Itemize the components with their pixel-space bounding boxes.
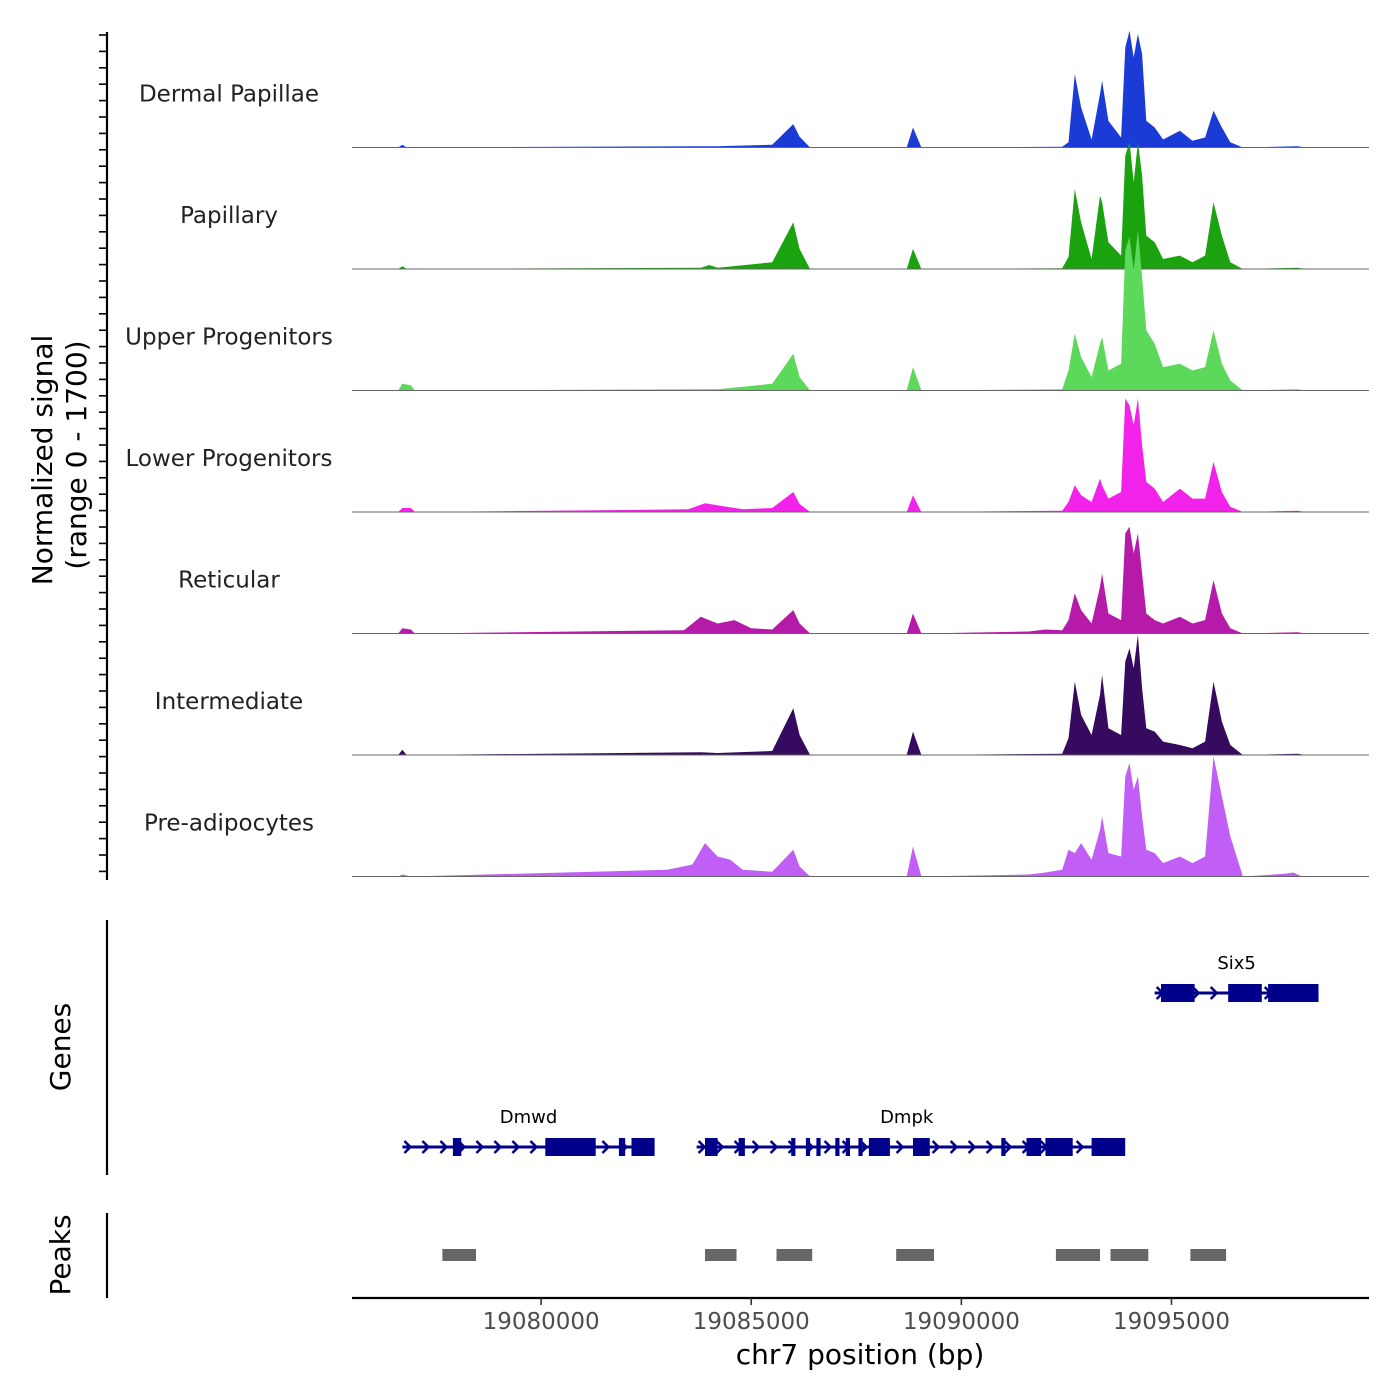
gene-exon — [738, 1138, 745, 1156]
coverage-panel: Normalized signal (range 0 - 1700) Derma… — [26, 30, 1369, 880]
gene-exon — [1001, 1138, 1006, 1156]
gene-exon — [1026, 1138, 1042, 1156]
gene-name-label: Dmpk — [880, 1107, 934, 1128]
strand-arrow — [493, 1140, 503, 1154]
strand-arrow — [601, 1140, 611, 1154]
peaks-panel: Peaks — [44, 1213, 1227, 1298]
strand-arrow — [511, 1140, 521, 1154]
strand-arrow — [529, 1140, 539, 1154]
peak-bar — [1055, 1249, 1100, 1261]
track-label: Dermal Papillae — [139, 82, 319, 108]
strand-arrow — [769, 1140, 779, 1154]
gene-exon — [805, 1138, 811, 1156]
gene-exon — [1228, 984, 1262, 1002]
gene-exon — [845, 1138, 850, 1156]
track-label: Lower Progenitors — [126, 446, 333, 472]
gene-name-label: Six5 — [1217, 953, 1256, 974]
strand-arrow — [895, 1140, 905, 1154]
gene-exon — [1268, 984, 1319, 1002]
strand-arrow — [967, 1140, 977, 1154]
strand-arrow — [823, 1140, 833, 1154]
coverage-area — [398, 398, 1306, 512]
peak-bar — [442, 1249, 476, 1261]
coverage-area — [398, 230, 1306, 391]
coverage-area — [398, 526, 1306, 634]
x-tick-label: 19090000 — [903, 1309, 1020, 1335]
x-axis-ticks: 19080000 19085000 19090000 19095000 — [483, 1298, 1230, 1335]
strand-arrow — [475, 1140, 485, 1154]
peaks-panel-label: Peaks — [44, 1214, 77, 1295]
gene-name-label: Dmwd — [500, 1107, 558, 1128]
peak-bar — [1110, 1249, 1149, 1261]
coverage-area — [398, 634, 1306, 755]
gene-exon — [1045, 1138, 1073, 1156]
coverage-area — [398, 756, 1302, 877]
gene-models: Dmwd Dmpk Six5 — [402, 953, 1319, 1156]
x-tick-label: 19095000 — [1113, 1309, 1230, 1335]
gene-exon — [816, 1138, 821, 1156]
coverage-y-axis-subtitle: (range 0 - 1700) — [60, 340, 93, 569]
gene-exon — [1161, 984, 1195, 1002]
coverage-area — [398, 30, 1306, 148]
strand-arrow — [985, 1140, 995, 1154]
peak-bars — [442, 1249, 1227, 1261]
track-label: Upper Progenitors — [125, 325, 333, 351]
strand-arrow — [1075, 1140, 1085, 1154]
gene-exon — [791, 1138, 796, 1156]
gene-exon — [913, 1138, 930, 1156]
strand-arrow — [403, 1140, 413, 1154]
track-label: Pre-adipocytes — [144, 811, 314, 837]
strand-arrow — [421, 1140, 431, 1154]
strand-arrow — [931, 1140, 941, 1154]
strand-arrow — [439, 1140, 449, 1154]
strand-arrow — [751, 1140, 761, 1154]
x-axis-title: chr7 position (bp) — [736, 1338, 985, 1371]
peak-bar — [896, 1249, 934, 1261]
x-tick-label: 19080000 — [483, 1309, 600, 1335]
strand-arrow — [715, 1140, 725, 1154]
strand-arrow — [949, 1140, 959, 1154]
genes-panel: Genes Dmwd Dmpk Six5 — [44, 920, 1319, 1175]
gene-exon — [858, 1138, 863, 1156]
strand-arrow — [1003, 1140, 1013, 1154]
gene-exon — [618, 1138, 626, 1156]
gene-exon — [452, 1138, 462, 1156]
peak-bar — [1190, 1249, 1227, 1261]
strand-arrow — [1209, 986, 1219, 1000]
peak-bar — [705, 1249, 737, 1261]
strand-arrow — [697, 1140, 707, 1154]
coverage-area — [398, 142, 1306, 269]
x-axis: 19080000 19085000 19090000 19095000 chr7 po… — [352, 1296, 1369, 1371]
track-label: Papillary — [180, 203, 278, 229]
peak-bar — [776, 1249, 813, 1261]
gene-exon — [1091, 1138, 1126, 1156]
gene-exon — [545, 1138, 596, 1156]
x-tick-label: 19085000 — [693, 1309, 810, 1335]
strand-arrow — [1191, 986, 1201, 1000]
track-label: Intermediate — [155, 689, 303, 715]
genes-panel-label: Genes — [44, 1003, 77, 1091]
gene-exon — [705, 1138, 718, 1156]
coverage-tracks: Dermal Papillae Papillary Upper Progenitor… — [125, 30, 1369, 877]
track-label: Reticular — [178, 568, 280, 594]
gene-exon — [631, 1138, 655, 1156]
gene-exon — [835, 1138, 840, 1156]
coverage-y-axis-title: Normalized signal — [26, 335, 59, 586]
coverage-y-ticks — [99, 34, 107, 873]
gene-exon — [868, 1138, 890, 1156]
